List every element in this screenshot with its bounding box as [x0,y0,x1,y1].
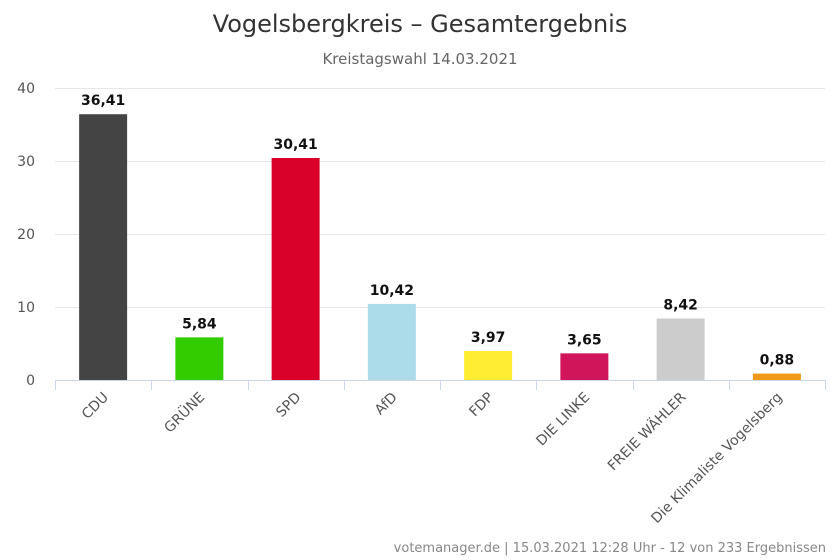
x-tick-label: CDU [79,390,112,423]
x-tick-label: DIE LINKE [533,390,593,450]
data-label: 30,41 [273,137,317,153]
data-label: 3,97 [471,330,506,346]
data-label: 5,84 [182,316,217,332]
bar [656,318,705,380]
chart-title: Vogelsbergkreis – Gesamtergebnis [213,10,628,38]
y-tick-label: 30 [17,154,35,170]
bar [79,114,128,380]
x-tick-label: SPD [273,390,304,421]
data-label: 0,88 [760,353,795,369]
x-tick-label: FDP [466,390,497,421]
bar [367,303,416,380]
x-axis-tick-marks [55,380,826,390]
data-label: 36,41 [81,93,125,109]
bar [271,158,320,380]
x-tick-label: GRÜNE [160,388,208,436]
x-tick-label: AfD [372,390,401,419]
y-tick-label: 0 [26,373,35,389]
bars [79,114,801,380]
y-tick-label: 10 [17,300,35,316]
data-labels: 36,41 5,84 30,41 10,42 3,97 3,65 8,42 0,88 [81,93,794,368]
data-label: 3,65 [567,332,602,348]
x-tick-label: FREIE WÄHLER [603,388,689,474]
bar [175,337,224,380]
y-tick-label: 20 [17,227,35,243]
y-axis-ticks: 0 10 20 30 40 [17,81,35,389]
bar [464,351,513,380]
y-tick-label: 40 [17,81,35,97]
bar [560,353,609,380]
x-axis-labels: CDU GRÜNE SPD AfD FDP DIE LINKE FREIE WÄHLERDi… [79,388,786,527]
data-label: 10,42 [370,283,414,299]
chart-subtitle: Kreistagswahl 14.03.2021 [322,50,517,68]
data-label: 8,42 [663,298,698,314]
credits-text: votemanager.de | 15.03.2021 12:28 Uhr - … [394,541,826,556]
bar [752,373,801,380]
grid-lines [55,88,825,308]
